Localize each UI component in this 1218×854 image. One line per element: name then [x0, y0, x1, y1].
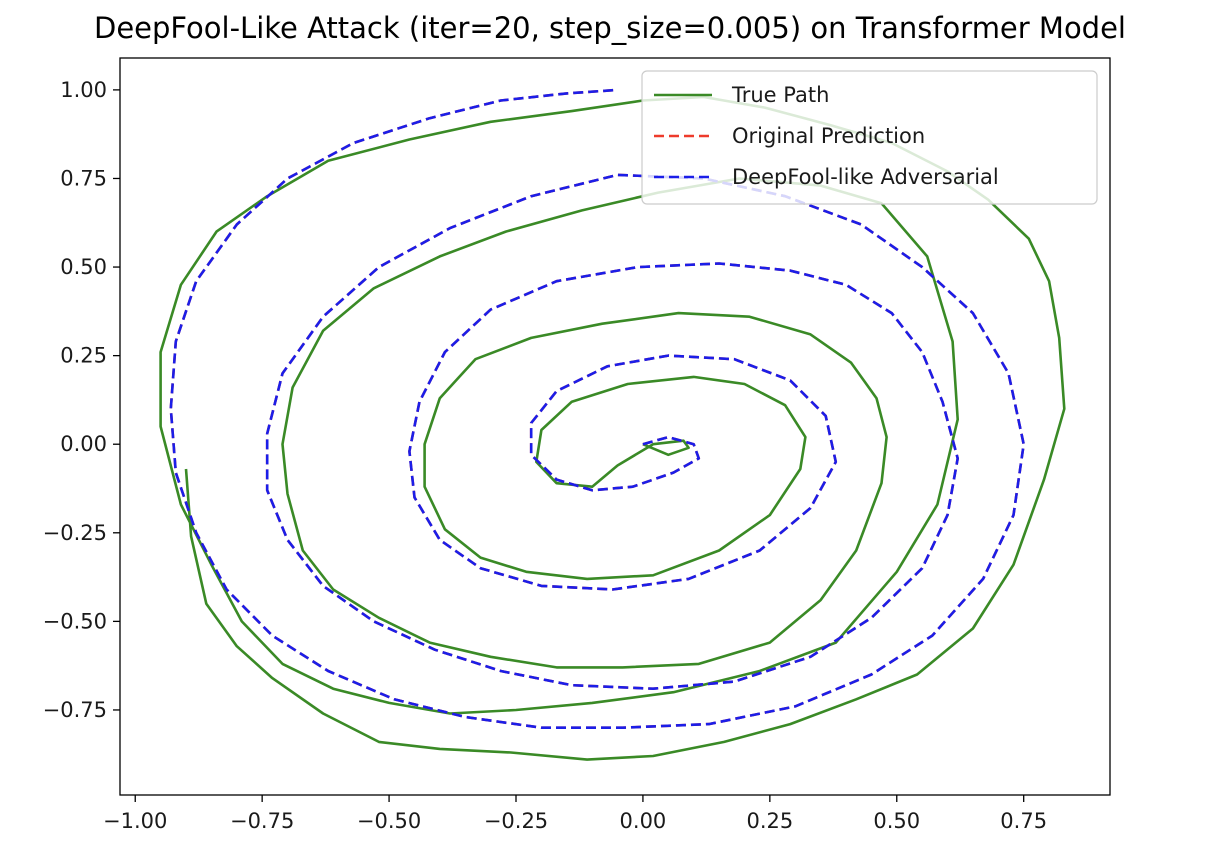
y-axis: 1.00 0.75 0.50 0.25 0.00 −0.25 −0.50 −0.75 — [43, 78, 120, 722]
legend-label-adversarial: DeepFool-like Adversarial — [732, 165, 999, 189]
x-tick-label: −0.25 — [484, 809, 548, 833]
plot-frame — [119, 57, 1111, 796]
x-tick-label: −0.50 — [357, 809, 421, 833]
y-tick-label: 0.50 — [60, 255, 107, 279]
chart-title: DeepFool-Like Attack (iter=20, step_size… — [94, 11, 1126, 45]
x-tick-label: −1.00 — [103, 809, 167, 833]
y-tick-label: 1.00 — [60, 78, 107, 102]
x-tick-label: 0.50 — [873, 809, 920, 833]
legend-label-original-prediction: Original Prediction — [732, 124, 925, 148]
legend: True Path Original Prediction DeepFool-l… — [641, 70, 1098, 205]
y-tick-label: 0.25 — [60, 344, 107, 368]
y-tick-label: 0.75 — [60, 166, 107, 190]
x-tick-label: 0.75 — [1000, 809, 1047, 833]
y-tick-label: −0.25 — [43, 521, 107, 545]
x-tick-label: 0.25 — [746, 809, 793, 833]
y-tick-label: −0.50 — [43, 609, 107, 633]
x-axis: −1.00 −0.75 −0.50 −0.25 0.00 0.25 0.50 0.75 — [103, 795, 1047, 833]
legend-label-true-path: True Path — [731, 83, 829, 107]
y-tick-label: 0.00 — [60, 432, 107, 456]
legend-box — [641, 70, 1098, 205]
x-tick-label: 0.00 — [620, 809, 667, 833]
y-tick-label: −0.75 — [43, 698, 107, 722]
series-line-adversarial — [169, 88, 1026, 730]
x-tick-label: −0.75 — [230, 809, 294, 833]
